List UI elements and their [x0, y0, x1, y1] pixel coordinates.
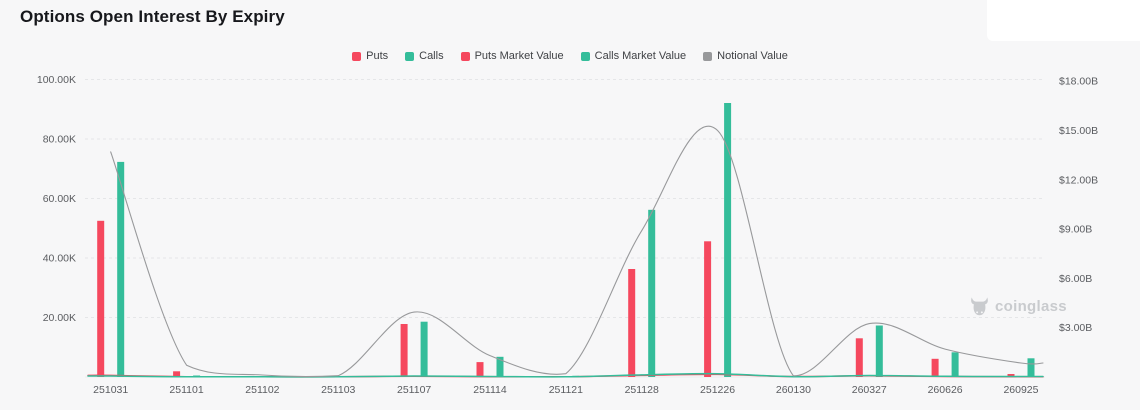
legend-swatch — [352, 51, 362, 61]
bar-puts-251031[interactable] — [97, 220, 105, 377]
axis-tick-label: 260327 — [852, 384, 887, 396]
bar-puts-251114[interactable] — [476, 362, 484, 377]
bar-calls-251107[interactable] — [420, 321, 428, 377]
axis-tick-label: $12.00B — [1059, 174, 1098, 186]
axis-tick-label: $3.00B — [1059, 322, 1092, 334]
bar-calls-260626[interactable] — [951, 352, 959, 377]
axis-tick-label: 260130 — [776, 384, 811, 396]
axis-tick-label: 251031 — [93, 384, 128, 396]
legend-swatch — [580, 51, 590, 61]
legend-item-notional-value[interactable]: Notional Value — [703, 50, 788, 62]
legend-item-calls-market-value[interactable]: Calls Market Value — [580, 50, 687, 62]
legend-label: Calls Market Value — [594, 50, 687, 62]
bar-puts-260925[interactable] — [1007, 374, 1015, 377]
axis-tick-label: 260925 — [1003, 384, 1038, 396]
legend-label: Notional Value — [717, 50, 788, 62]
axis-tick-label: 251114 — [473, 384, 507, 396]
axis-tick-label: 251102 — [245, 384, 279, 396]
notional-value-line[interactable] — [110, 125, 1044, 378]
legend-swatch — [460, 51, 470, 61]
legend-swatch — [703, 51, 713, 61]
axis-tick-label: 20.00K — [43, 312, 76, 324]
bar-puts-251128[interactable] — [628, 269, 636, 377]
bar-calls-251226[interactable] — [724, 103, 732, 377]
legend-swatch — [405, 51, 415, 61]
axis-tick-label: 260626 — [928, 384, 963, 396]
bar-puts-260327[interactable] — [855, 338, 863, 377]
chart-legend: Puts Calls Puts Market Value Calls Market V… — [0, 49, 1140, 63]
axis-tick-label: 251107 — [397, 384, 431, 396]
legend-label: Puts Market Value — [474, 50, 564, 62]
bar-puts-251101[interactable] — [173, 371, 181, 377]
bar-puts-251226[interactable] — [704, 241, 712, 377]
axis-tick-label: 40.00K — [43, 252, 76, 264]
bar-puts-260626[interactable] — [931, 358, 939, 377]
axis-tick-label: $9.00B — [1059, 224, 1092, 236]
axis-tick-label: 60.00K — [43, 193, 76, 205]
chart-title: Options Open Interest By Expiry — [20, 7, 285, 26]
calls-market-value-line[interactable] — [87, 372, 1044, 378]
bar-calls-260925[interactable] — [1027, 358, 1035, 377]
axis-tick-label: 251101 — [169, 384, 203, 396]
axis-tick-label: 251103 — [321, 384, 355, 396]
axis-tick-label: 80.00K — [43, 133, 76, 145]
legend-label: Puts — [366, 50, 389, 62]
bar-calls-251114[interactable] — [496, 356, 504, 377]
coinglass-bull-icon — [971, 296, 988, 315]
axis-tick-label: 251121 — [549, 384, 583, 396]
top-right-white-panel — [987, 0, 1140, 41]
axis-tick-label: 251226 — [700, 384, 735, 396]
legend-item-calls[interactable]: Calls — [405, 50, 444, 62]
axis-tick-label: $6.00B — [1059, 273, 1092, 285]
bar-puts-251107[interactable] — [400, 324, 408, 377]
bar-calls-260327[interactable] — [875, 325, 883, 378]
axis-tick-label: $18.00B — [1059, 76, 1098, 88]
bar-calls-251031[interactable] — [117, 161, 125, 377]
axis-tick-label: 251128 — [625, 384, 659, 396]
coinglass-logo-text: coinglass — [995, 297, 1067, 315]
bar-calls-251128[interactable] — [648, 209, 656, 377]
axis-tick-label: 100.00K — [37, 74, 76, 86]
axis-tick-label: $15.00B — [1059, 125, 1098, 137]
legend-item-puts-market-value[interactable]: Puts Market Value — [460, 50, 564, 62]
legend-label: Calls — [419, 50, 444, 62]
legend-item-puts[interactable]: Puts — [352, 50, 388, 62]
coinglass-watermark: coinglass — [969, 294, 1067, 318]
